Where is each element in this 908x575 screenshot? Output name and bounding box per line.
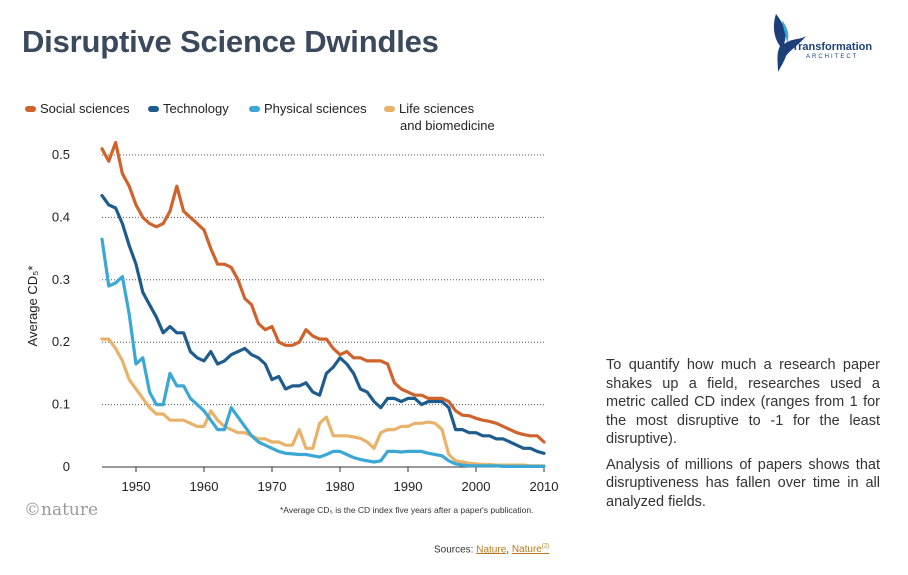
x-tick-label: 1980 <box>326 479 355 494</box>
source-separator: , <box>506 544 510 556</box>
source-link-2[interactable]: Nature(2) <box>512 544 549 555</box>
series-line-technology <box>100 194 546 455</box>
bird-logo-icon <box>773 14 806 72</box>
description-panel: To quantify how much a research paper sh… <box>606 356 880 518</box>
legend-label-continued: and biomedicine <box>400 118 495 133</box>
legend-label: Life sciences <box>399 101 475 116</box>
source-link-1[interactable]: Nature <box>476 544 507 556</box>
chart-series <box>100 140 546 468</box>
legend-swatch <box>384 105 395 112</box>
y-tick-label: 0.3 <box>52 272 70 287</box>
y-tick-label: 0.5 <box>52 147 70 162</box>
nature-brand: ©nature <box>24 500 99 520</box>
sources-line: Sources: Nature, Nature(2) <box>434 544 549 555</box>
x-tick-labels: 1950 1960 1970 1980 1990 2000 2010 <box>122 467 559 494</box>
legend-item-social-sciences: Social sciences <box>25 101 130 116</box>
x-tick-label: 1960 <box>190 479 219 494</box>
y-tick-label: 0 <box>63 459 70 474</box>
y-axis-label: Average CD₅* <box>25 266 40 347</box>
y-tick-label: 0.2 <box>52 334 70 349</box>
page-title: Disruptive Science Dwindles <box>22 24 439 59</box>
source-link-2-text: Nature <box>511 544 542 556</box>
logo-subtext: ARCHITECT <box>806 54 859 60</box>
logo-text: Transformation <box>792 41 873 53</box>
series-line-life-sciences-and-biomedicine <box>100 337 546 468</box>
y-tick-labels: 0 0.1 0.2 0.3 0.4 0.5 <box>52 147 70 474</box>
source-link-2-sup: (2) <box>541 544 550 550</box>
chart-footnote: *Average CD₅ is the CD index five years … <box>280 505 534 515</box>
x-tick-label: 1990 <box>394 479 423 494</box>
sources-label: Sources: <box>434 544 474 556</box>
y-tick-label: 0.1 <box>52 397 70 412</box>
legend-swatch <box>25 105 36 112</box>
x-tick-label: 1970 <box>258 479 287 494</box>
series-line-physical-sciences <box>100 237 546 468</box>
legend-item-life-sciences: Life sciences <box>384 101 474 116</box>
x-tick-label: 2010 <box>530 479 559 494</box>
legend-item-physical-sciences: Physical sciences <box>249 101 367 116</box>
legend-label: Technology <box>163 101 229 116</box>
x-tick-label: 2000 <box>462 479 491 494</box>
description-paragraph-1: To quantify how much a research paper sh… <box>606 357 880 447</box>
y-tick-label: 0.4 <box>52 209 70 224</box>
x-tick-label: 1950 <box>122 479 151 494</box>
legend-item-technology: Technology <box>148 101 229 116</box>
legend-label: Social sciences <box>40 101 130 116</box>
legend-swatch <box>249 105 260 112</box>
legend-swatch <box>148 105 159 112</box>
description-paragraph-2: Analysis of millions of papers shows tha… <box>606 456 880 510</box>
logo: Transformation ARCHITECT <box>770 10 900 80</box>
legend-label: Physical sciences <box>264 101 367 116</box>
series-line-social-sciences <box>100 140 546 444</box>
